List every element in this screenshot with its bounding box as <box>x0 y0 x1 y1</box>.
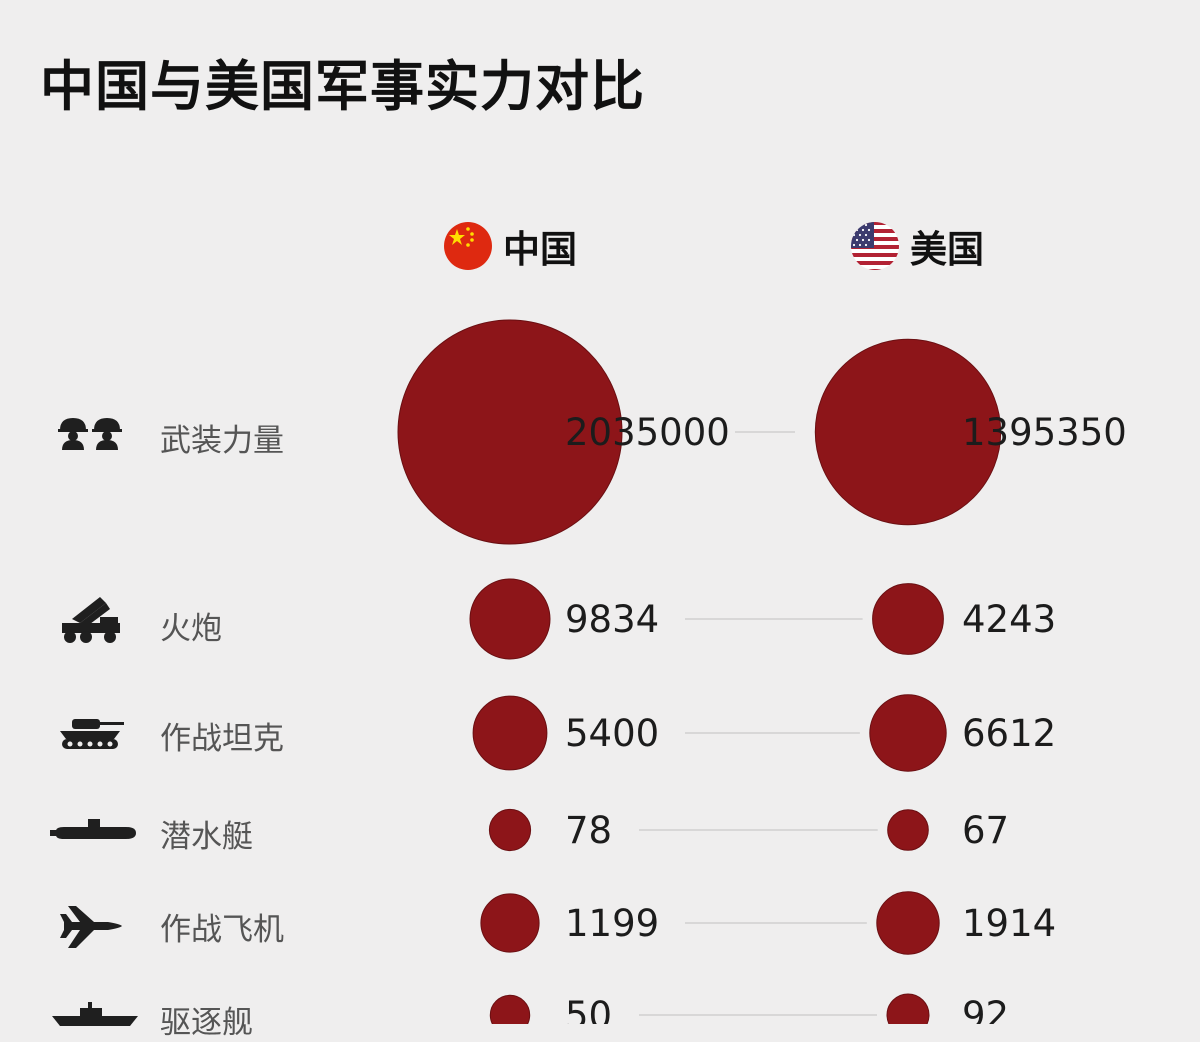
value-label-china-artillery: 9834 <box>565 598 659 641</box>
row-label-artillery: 火炮 <box>160 611 222 647</box>
artillery-icon <box>62 597 120 643</box>
usa-flag-icon <box>851 222 899 270</box>
country-header-usa: 美国 <box>850 220 984 272</box>
bubble-usa-artillery <box>872 583 944 655</box>
value-label-usa-destroyers: 92 <box>962 994 1009 1024</box>
bubble-usa-armed-forces <box>814 338 1002 526</box>
value-label-china-aircraft: 1199 <box>565 902 659 945</box>
value-label-china-submarines: 78 <box>565 809 612 852</box>
value-label-china-tanks: 5400 <box>565 712 659 755</box>
country-name-china: 中国 <box>503 228 577 271</box>
value-label-usa-submarines: 67 <box>962 809 1009 852</box>
row-label-tanks: 作战坦克 <box>160 721 284 757</box>
value-label-usa-artillery: 4243 <box>962 598 1056 641</box>
bubble-china-destroyers <box>489 994 531 1024</box>
bubble-china-artillery <box>469 578 551 660</box>
bubble-china-armed-forces <box>397 319 623 545</box>
bubble-china-submarines <box>488 808 532 852</box>
page-title: 中国与美国军事实力对比 <box>40 55 645 118</box>
bubble-china-aircraft <box>480 893 540 953</box>
value-label-usa-tanks: 6612 <box>962 712 1056 755</box>
bubble-usa-tanks <box>869 694 947 772</box>
row-label-submarines: 潜水艇 <box>160 819 253 855</box>
value-label-usa-armed-forces: 1395350 <box>962 411 1127 454</box>
submarine-icon <box>50 819 136 839</box>
fighter-jet-icon <box>60 906 122 948</box>
row-label-armed-forces: 武装力量 <box>160 423 284 459</box>
tank-icon <box>60 719 124 749</box>
country-header-china: 中国 <box>443 220 577 272</box>
value-label-usa-aircraft: 1914 <box>962 902 1056 945</box>
value-label-china-armed-forces: 2035000 <box>565 411 730 454</box>
bubble-usa-submarines <box>887 809 929 851</box>
bubble-usa-destroyers <box>886 993 930 1024</box>
china-flag-icon <box>444 222 492 270</box>
soldiers-icon <box>58 418 122 450</box>
bubble-china-tanks <box>472 695 548 771</box>
row-label-aircraft: 作战飞机 <box>160 912 284 948</box>
value-label-china-destroyers: 50 <box>565 994 612 1024</box>
bubble-usa-aircraft <box>876 891 940 955</box>
country-name-usa: 美国 <box>910 228 984 271</box>
